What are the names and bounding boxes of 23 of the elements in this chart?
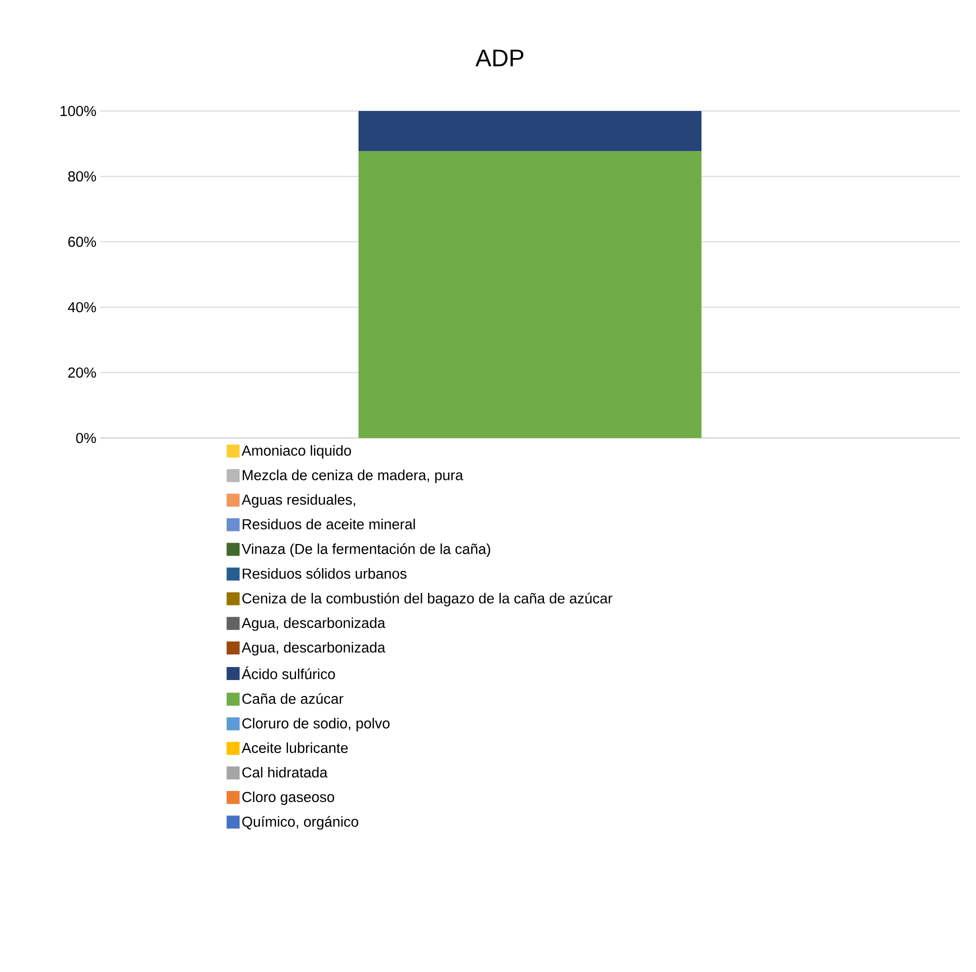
legend-label: Mezcla de ceniza de madera, pura [242, 470, 464, 484]
chart-title: ADP [475, 50, 524, 66]
legend-label: Residuos de aceite mineral [242, 518, 415, 530]
y-tick-label: 100% [60, 106, 96, 116]
legend-label: Cloro gaseoso [242, 791, 334, 805]
legend-label: Químico, orgánico [242, 816, 358, 830]
y-tick-label: 40% [68, 302, 96, 312]
y-tick-label: 80% [68, 171, 96, 182]
legend-label: Vinaza (De la fermentación de la caña) [242, 543, 490, 557]
legend-label: Agua, descarbonizada [242, 642, 386, 656]
legend-label: Agua, descarbonizada [242, 617, 386, 631]
legend-label: Aguas residuales, [242, 494, 356, 508]
legend-label: Aceite lubricante [242, 742, 348, 754]
legend-label: Caña de azúcar [242, 693, 344, 704]
legend-label: Ácido sulfúrico [242, 666, 335, 680]
legend-label: Cal hidratada [242, 766, 328, 778]
legend-label: Ceniza de la combustión del bagazo de la caña de azúcar [242, 592, 612, 606]
legend-label: Residuos sólidos urbanos [242, 568, 406, 579]
legend-label: Amoniaco liquido [242, 445, 351, 459]
y-tick-label: 0% [76, 432, 96, 444]
legend-label: Cloruro de sodio, polvo [242, 718, 390, 732]
y-tick-label: 60% [68, 236, 96, 247]
y-tick-label: 20% [68, 367, 96, 378]
